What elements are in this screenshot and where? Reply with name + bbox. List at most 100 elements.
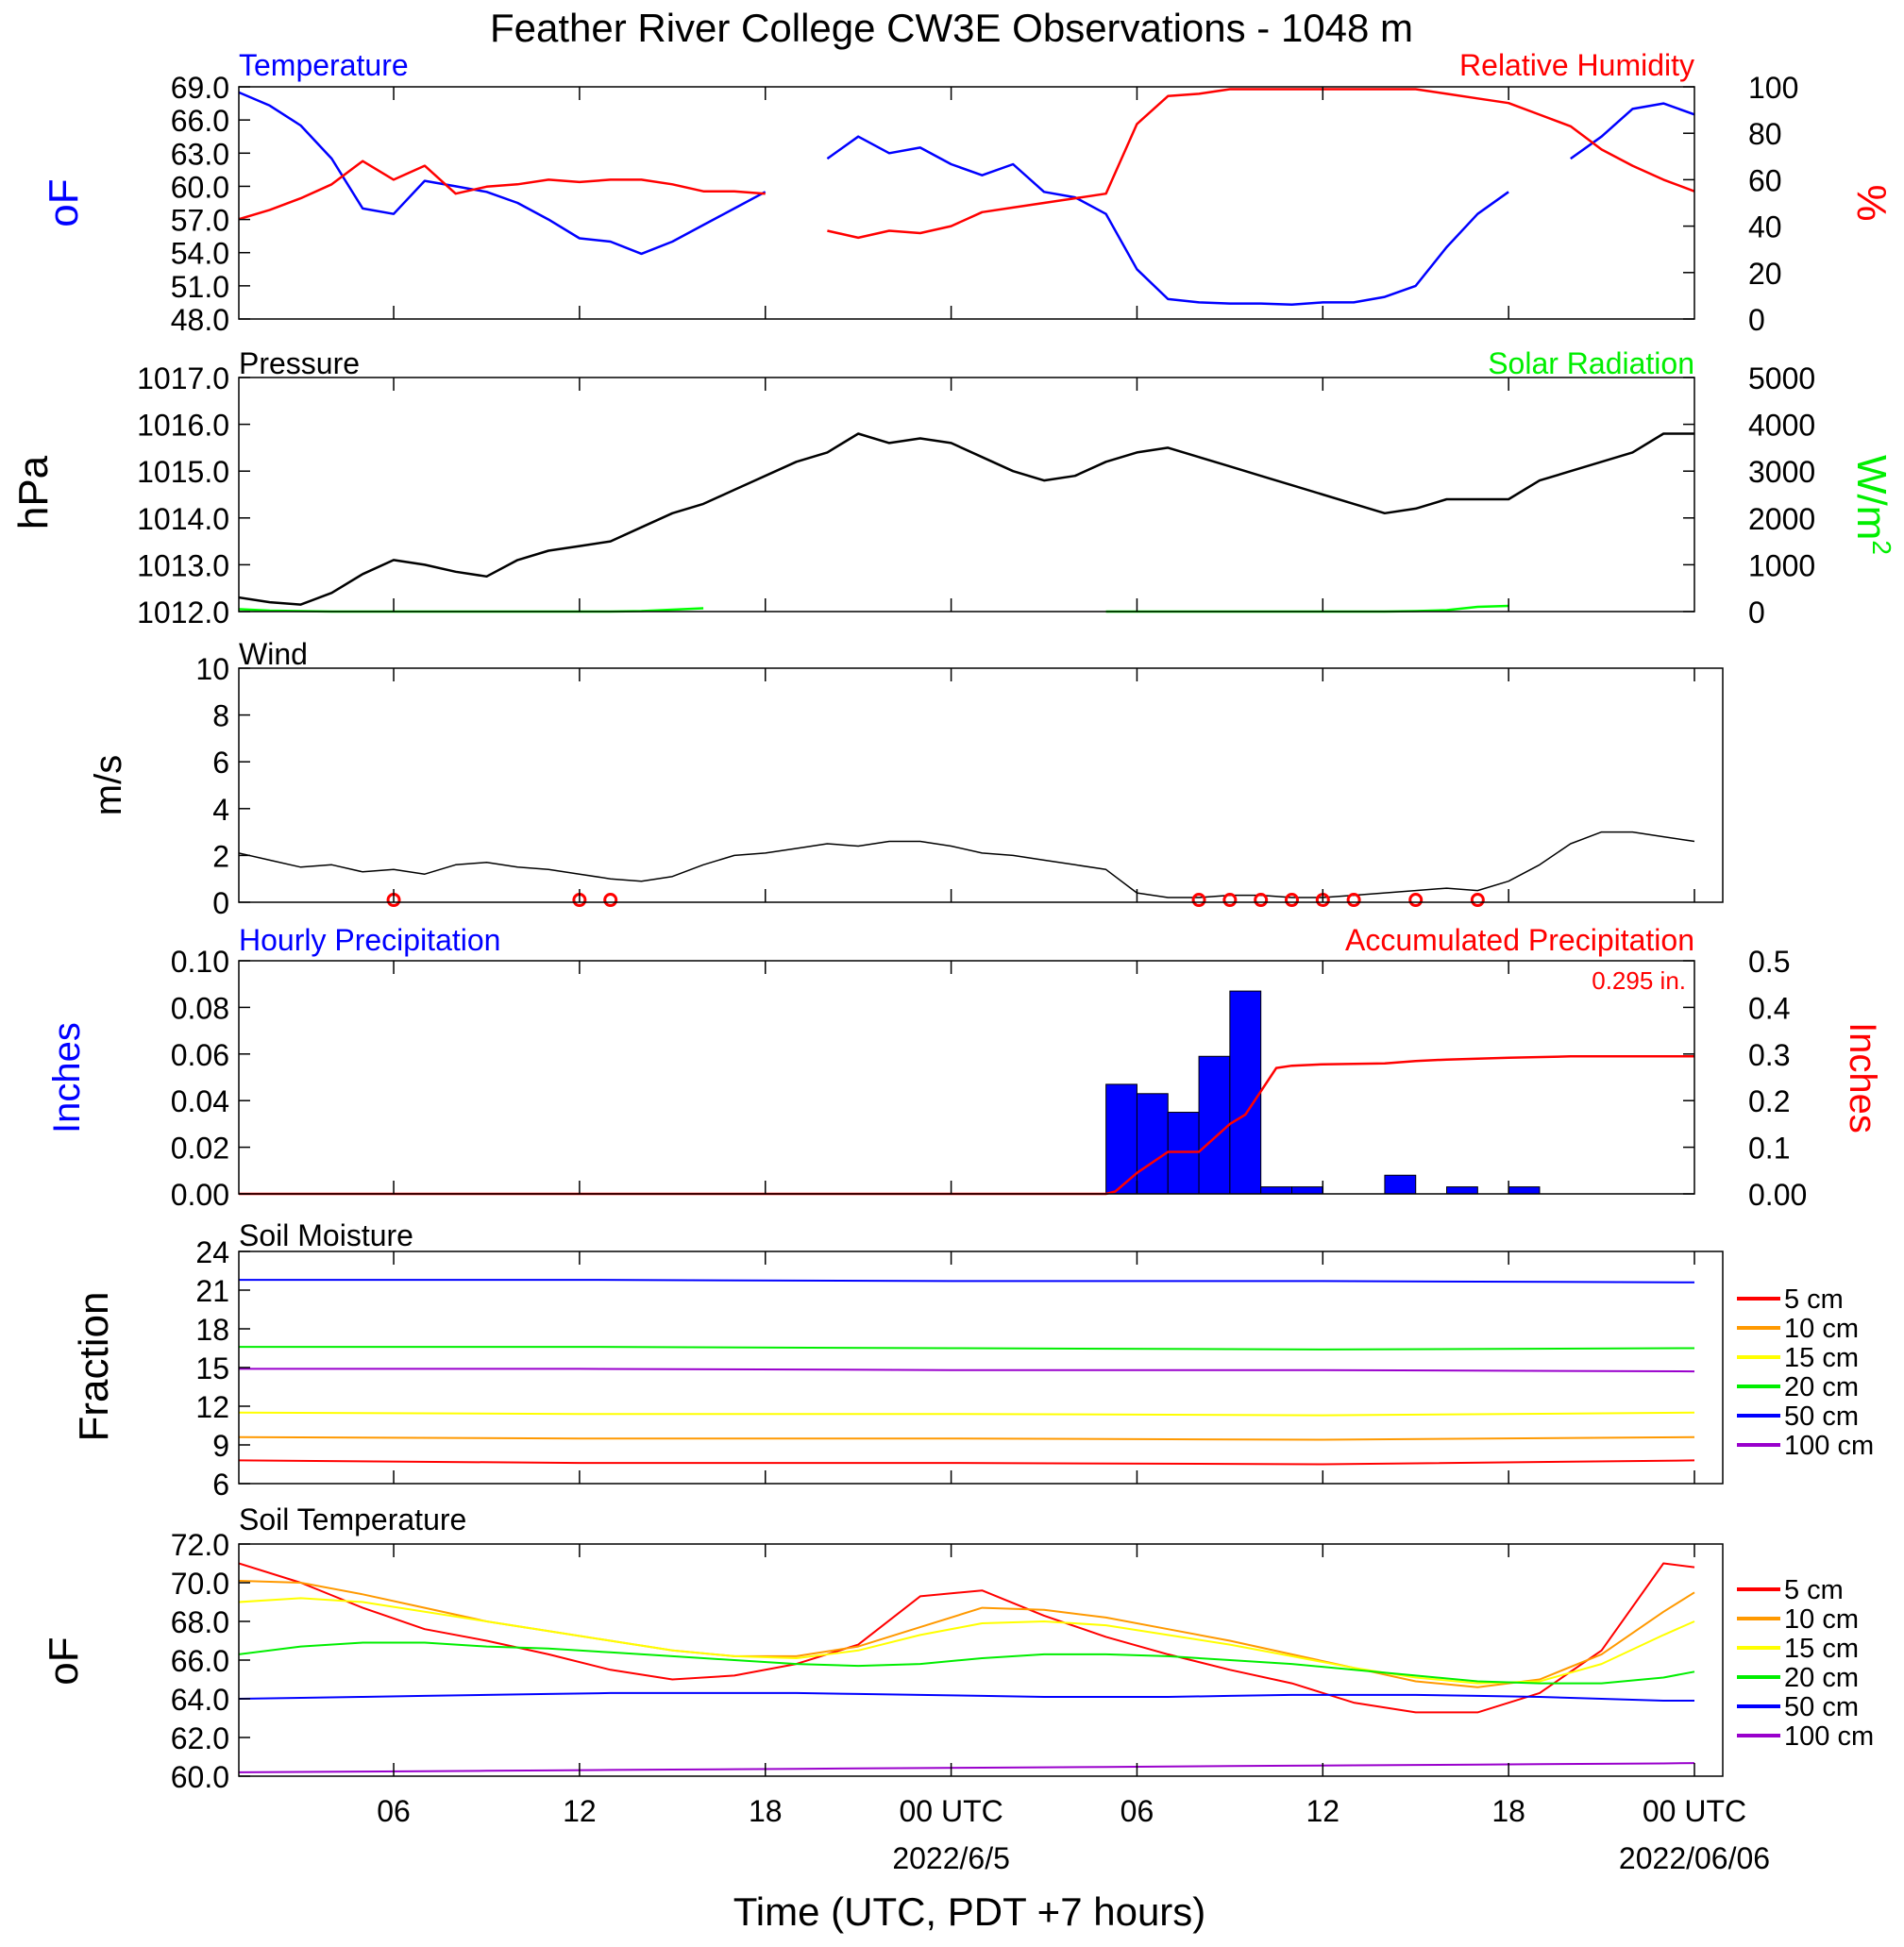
y-tick-label-right: 0.3 <box>1748 1038 1790 1072</box>
legend-label: 100 cm <box>1784 1431 1874 1461</box>
wind-speed-line <box>238 831 1695 898</box>
y-tick-label: 66.0 <box>171 1644 229 1678</box>
y-tick-label: 0.06 <box>171 1038 229 1072</box>
precip-bar <box>1290 1186 1323 1195</box>
precip-bar <box>1136 1093 1169 1195</box>
soil-moisture-unit: Fraction <box>71 1292 117 1442</box>
y-tick-label: 21 <box>195 1274 229 1308</box>
humidity-line <box>827 88 1695 240</box>
soil-temp-line <box>238 1762 1695 1773</box>
x-axis-title: Time (UTC, PDT +7 hours) <box>733 1889 1206 1934</box>
y-tick-label: 1012.0 <box>137 596 229 629</box>
y-tick-label-right: 0.5 <box>1748 945 1790 979</box>
pressure-unit: hPa <box>10 455 57 529</box>
panel-pressure: Pressure Solar Radiation hPa W/m2 1017.0… <box>10 346 1896 629</box>
x-axis: 06 12 18 00 UTC 06 12 18 00 UTC 2022/6/5 2022/06/… <box>377 1794 1770 1875</box>
precip-marks <box>239 990 1694 1196</box>
pressure-frame <box>238 377 1695 613</box>
precip-bar <box>1167 1112 1200 1195</box>
panel-precip: Hourly Precipitation Accumulated Precipi… <box>46 923 1883 1212</box>
y-tick-label: 72.0 <box>171 1528 229 1562</box>
legend-label: 20 cm <box>1784 1372 1859 1402</box>
hourly-precip-title: Hourly Precipitation <box>239 923 500 957</box>
y-tick-label: 0.02 <box>171 1132 229 1166</box>
soil-temp-unit: oF <box>41 1636 87 1685</box>
y-tick-label-right: 100 <box>1748 71 1798 105</box>
legend-label: 15 cm <box>1784 1343 1859 1373</box>
temperature-unit: oF <box>41 178 87 227</box>
soil-temp-line <box>238 1562 1695 1714</box>
y-tick-label: 2 <box>212 839 229 873</box>
y-tick-label: 0 <box>212 886 229 920</box>
y-tick-label-right: 0 <box>1748 596 1765 629</box>
temp-rh-frame <box>238 86 1695 320</box>
y-tick-label-right: 0.1 <box>1748 1132 1790 1166</box>
soil-temp-lines <box>238 1562 1695 1773</box>
y-tick-label: 1015.0 <box>137 455 229 489</box>
y-tick-label: 66.0 <box>171 104 229 138</box>
y-tick-label: 62.0 <box>171 1721 229 1755</box>
y-tick-label: 8 <box>212 699 229 733</box>
calm-wind-marker <box>1408 893 1424 908</box>
y-tick-label-right: 4000 <box>1748 409 1815 443</box>
wind-lines <box>238 831 1695 908</box>
precip-bar <box>1229 990 1262 1195</box>
y-tick-label: 70.0 <box>171 1567 229 1601</box>
soil-temp-line <box>238 1641 1695 1685</box>
soil-temp-ticks: 72.0 70.0 68.0 66.0 64.0 62.0 60.0 <box>171 1528 1695 1794</box>
y-tick-label: 15 <box>195 1351 229 1385</box>
y-tick-label-right: 40 <box>1748 210 1782 244</box>
y-tick-label: 0.10 <box>171 945 229 979</box>
y-tick-label: 1017.0 <box>137 361 229 395</box>
pressure-line <box>238 432 1694 606</box>
y-tick-label: 24 <box>195 1235 229 1269</box>
accum-total-label: 0.295 in. <box>1592 966 1686 995</box>
soil-moisture-title: Soil Moisture <box>239 1218 413 1252</box>
y-tick-label-right: 0.2 <box>1748 1084 1790 1118</box>
y-tick-label: 0.08 <box>171 991 229 1025</box>
soil-temp-line <box>238 1597 1695 1685</box>
legend-label: 50 cm <box>1784 1402 1859 1432</box>
legend-label: 5 cm <box>1784 1284 1844 1315</box>
temperature-line <box>238 91 767 256</box>
solar-title: Solar Radiation <box>1488 346 1694 380</box>
soil-moisture-line <box>239 1368 1695 1373</box>
x-tick-label: 06 <box>377 1794 411 1828</box>
soil-moisture-line <box>239 1279 1695 1284</box>
y-tick-label: 6 <box>212 1468 229 1502</box>
y-tick-label: 4 <box>212 793 229 827</box>
temperature-line <box>826 135 1509 307</box>
y-tick-label-right: 60 <box>1748 163 1782 197</box>
y-tick-label: 60.0 <box>171 170 229 204</box>
temperature-line <box>1570 102 1695 160</box>
y-tick-label: 48.0 <box>171 303 229 337</box>
soil-moisture-line <box>239 1346 1695 1351</box>
y-tick-label: 0.00 <box>171 1178 229 1212</box>
legend-label: 10 cm <box>1784 1604 1859 1635</box>
wind-unit: m/s <box>88 755 129 815</box>
precip-ticks: 0.10 0.08 0.06 0.04 0.02 0.00 0.5 0.4 0.3 0.2 0.1 0… <box>171 945 1808 1212</box>
soil-temp-title: Soil Temperature <box>239 1502 466 1536</box>
soil-temp-frame <box>238 1543 1724 1777</box>
y-tick-label: 9 <box>212 1429 229 1463</box>
y-tick-label-right: 3000 <box>1748 455 1815 489</box>
y-tick-label-right: 0.4 <box>1748 991 1790 1025</box>
precip-frame <box>238 960 1695 1195</box>
accum-precip-title: Accumulated Precipitation <box>1345 923 1694 957</box>
y-tick-label: 1014.0 <box>137 502 229 536</box>
legend-label: 20 cm <box>1784 1663 1859 1693</box>
soil-moisture-line <box>238 1435 1695 1441</box>
calm-wind-marker <box>1346 893 1361 908</box>
x-tick-label: 12 <box>563 1794 597 1828</box>
soil-temp-line <box>238 1691 1694 1702</box>
y-tick-label-right: 0.00 <box>1748 1178 1807 1212</box>
calm-wind-marker <box>1254 893 1269 908</box>
legend-label: 50 cm <box>1784 1692 1859 1722</box>
y-tick-label: 1016.0 <box>137 409 229 443</box>
accum-precip-unit: Inches <box>1842 1022 1883 1133</box>
y-tick-label: 57.0 <box>171 204 229 238</box>
